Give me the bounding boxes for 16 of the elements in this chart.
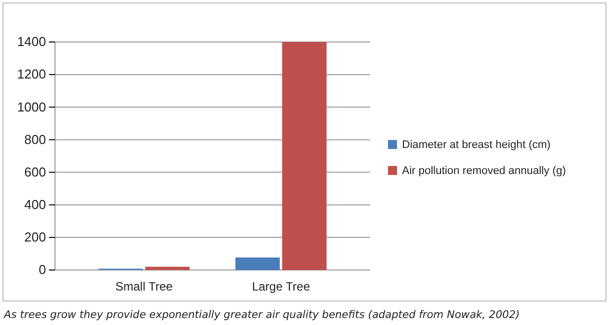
text: As trees grow they provide exponentially greater air quality benefits (adapted from Nowak, 2002) xyxy=(3,309,520,321)
y-tick-label: 0 xyxy=(38,262,46,278)
y-tick-label: 1200 xyxy=(17,66,46,82)
bar xyxy=(282,42,327,270)
x-tick-label: Large Tree xyxy=(252,280,310,294)
y-tick-label: 1400 xyxy=(17,34,46,50)
y-tick-label: 600 xyxy=(24,164,46,180)
legend-label: Air pollution removed annually (g) xyxy=(402,165,566,177)
x-tick-label: Small Tree xyxy=(115,280,174,294)
legend-label: Diameter at breast height (cm) xyxy=(402,139,551,151)
bar xyxy=(235,257,280,270)
y-tick-label: 1000 xyxy=(17,99,46,114)
y-tick-label: 800 xyxy=(24,132,46,147)
bar xyxy=(145,266,190,270)
y-tick-label: 400 xyxy=(24,197,46,212)
y-tick-label: 200 xyxy=(24,230,46,245)
